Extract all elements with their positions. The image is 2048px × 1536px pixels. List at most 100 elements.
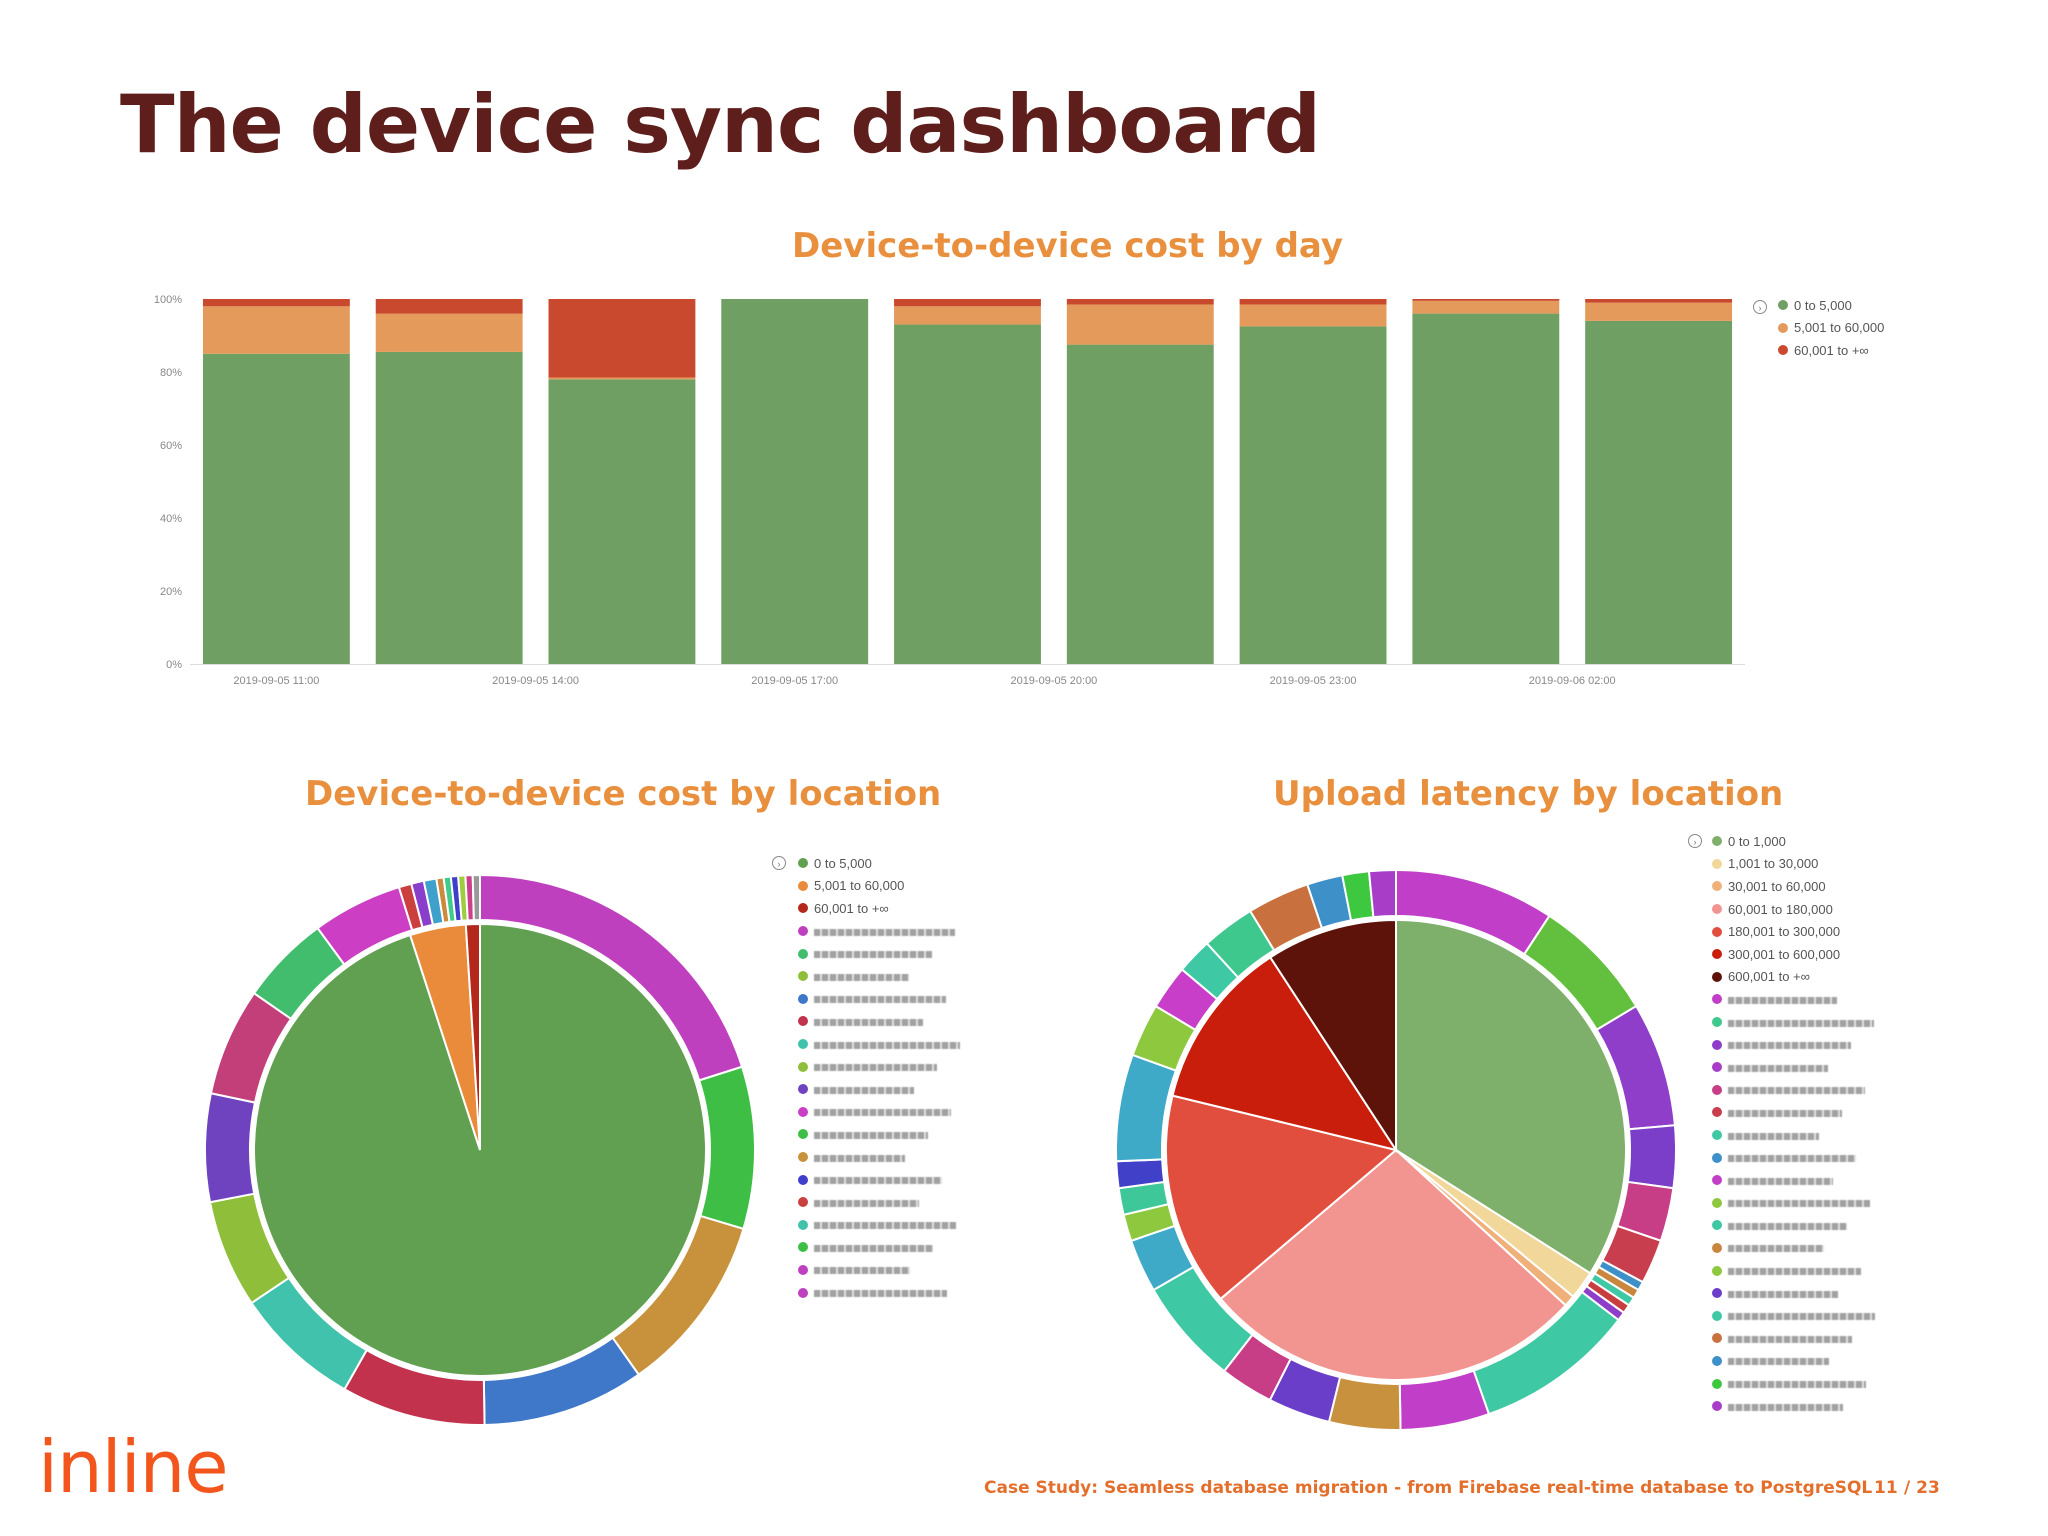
legend-color-dot: [798, 971, 808, 982]
bar-legend-toggle-icon[interactable]: ›: [1753, 300, 1767, 314]
legend-label: 30,001 to 60,000: [1728, 878, 1826, 894]
legend-item[interactable]: [798, 1101, 960, 1124]
legend-item[interactable]: [798, 1078, 960, 1101]
legend-item[interactable]: [1712, 1304, 1875, 1327]
legend-item[interactable]: 300,001 to 600,000: [1712, 943, 1875, 966]
y-tick-label: 40%: [160, 513, 182, 525]
legend-color-dot: [1712, 1265, 1722, 1276]
bar-segment-3: [202, 299, 350, 307]
legend-label: 180,001 to 300,000: [1728, 924, 1841, 940]
legend-item[interactable]: [798, 965, 960, 988]
legend-item[interactable]: 5,001 to 60,000: [798, 875, 960, 898]
illegible-legend-text: [1728, 1313, 1875, 1321]
legend-item[interactable]: [798, 1259, 960, 1282]
legend-label: [814, 991, 946, 1006]
legend-item[interactable]: [798, 1191, 960, 1214]
legend-item[interactable]: 5,001 to 60,000: [1778, 317, 1884, 340]
legend-label: [1728, 1353, 1829, 1368]
left-pie-chart-title: Device-to-device cost by location: [305, 774, 942, 814]
legend-item[interactable]: [1712, 1237, 1875, 1260]
legend-color-dot: [1712, 1062, 1722, 1073]
right-pie-legend-toggle-icon[interactable]: ›: [1688, 834, 1702, 848]
x-tick-label: 2019-09-05 17:00: [751, 675, 838, 687]
legend-label: [1728, 1105, 1842, 1120]
legend-label: 0 to 1,000: [1728, 833, 1786, 849]
legend-color-dot: [798, 903, 808, 914]
legend-color-dot: [1712, 1039, 1722, 1050]
x-tick-label: 2019-09-05 14:00: [492, 675, 579, 687]
legend-item[interactable]: [798, 1010, 960, 1033]
legend-label: [1728, 1128, 1819, 1143]
legend-item[interactable]: [1712, 1056, 1875, 1079]
legend-item[interactable]: [798, 1281, 960, 1304]
illegible-legend-text: [814, 1222, 956, 1230]
legend-item[interactable]: [798, 1123, 960, 1146]
legend-color-dot: [798, 1152, 808, 1163]
legend-item[interactable]: [1712, 1395, 1875, 1418]
legend-item[interactable]: 60,001 to +∞: [1778, 339, 1884, 362]
legend-label: [814, 1082, 914, 1097]
legend-item[interactable]: [798, 942, 960, 965]
legend-item[interactable]: 600,001 to +∞: [1712, 966, 1875, 989]
legend-label: [814, 1262, 910, 1277]
legend-item[interactable]: [1712, 1124, 1875, 1147]
legend-item[interactable]: 0 to 5,000: [798, 852, 960, 875]
bar-segment-1: [1412, 313, 1560, 664]
bar-segment-2: [1239, 304, 1387, 327]
bar-segment-2: [1585, 302, 1733, 321]
legend-item[interactable]: [1712, 1169, 1875, 1192]
legend-item[interactable]: [1712, 1259, 1875, 1282]
illegible-legend-text: [1728, 1064, 1828, 1072]
y-tick-label: 80%: [160, 367, 182, 379]
legend-item[interactable]: [798, 1146, 960, 1169]
legend-color-dot: [798, 1264, 808, 1275]
legend-item[interactable]: [1712, 1011, 1875, 1034]
legend-item[interactable]: [1712, 1282, 1875, 1305]
legend-item[interactable]: [1712, 1327, 1875, 1350]
legend-item[interactable]: [1712, 1079, 1875, 1102]
legend-color-dot: [798, 1174, 808, 1185]
x-tick-label: 2019-09-05 11:00: [233, 675, 319, 687]
legend-label: 0 to 5,000: [1794, 297, 1852, 313]
legend-item[interactable]: [798, 1033, 960, 1056]
legend-item[interactable]: [798, 920, 960, 943]
bar-segment-2: [202, 306, 350, 354]
legend-item[interactable]: 180,001 to 300,000: [1712, 920, 1875, 943]
legend-item[interactable]: 60,001 to +∞: [798, 897, 960, 920]
legend-label: [1728, 1173, 1833, 1188]
legend-color-dot: [798, 948, 808, 959]
legend-item[interactable]: [1712, 1033, 1875, 1056]
legend-item[interactable]: 60,001 to 180,000: [1712, 898, 1875, 921]
legend-item[interactable]: [1712, 1101, 1875, 1124]
legend-item[interactable]: [1712, 1146, 1875, 1169]
legend-color-dot: [798, 1129, 808, 1140]
legend-item[interactable]: [1712, 1214, 1875, 1237]
legend-item[interactable]: [798, 1214, 960, 1237]
illegible-legend-text: [1728, 1177, 1833, 1185]
legend-item[interactable]: 1,001 to 30,000: [1712, 853, 1875, 876]
illegible-legend-text: [814, 1109, 951, 1117]
illegible-legend-text: [814, 1267, 910, 1275]
legend-label: [1728, 1308, 1875, 1323]
legend-color-dot: [1712, 994, 1722, 1005]
bar-segment-2: [375, 313, 523, 352]
legend-item[interactable]: 0 to 5,000: [1778, 294, 1884, 317]
legend-item[interactable]: [798, 1236, 960, 1259]
left-pie-legend-toggle-icon[interactable]: ›: [772, 856, 786, 870]
illegible-legend-text: [1728, 1200, 1870, 1208]
legend-color-dot: [798, 1084, 808, 1095]
legend-item[interactable]: [1712, 1192, 1875, 1215]
legend-item[interactable]: [798, 988, 960, 1011]
legend-label: [814, 1172, 942, 1187]
illegible-legend-text: [1728, 1019, 1874, 1027]
legend-item[interactable]: [1712, 1372, 1875, 1395]
legend-item[interactable]: 30,001 to 60,000: [1712, 875, 1875, 898]
legend-item[interactable]: [798, 1168, 960, 1191]
legend-item[interactable]: [1712, 988, 1875, 1011]
legend-color-dot: [1778, 345, 1788, 356]
legend-item[interactable]: [798, 1055, 960, 1078]
legend-item[interactable]: [1712, 1350, 1875, 1373]
bar-segment-2: [1412, 300, 1560, 314]
legend-color-dot: [1712, 1197, 1722, 1208]
legend-item[interactable]: 0 to 1,000: [1712, 830, 1875, 853]
